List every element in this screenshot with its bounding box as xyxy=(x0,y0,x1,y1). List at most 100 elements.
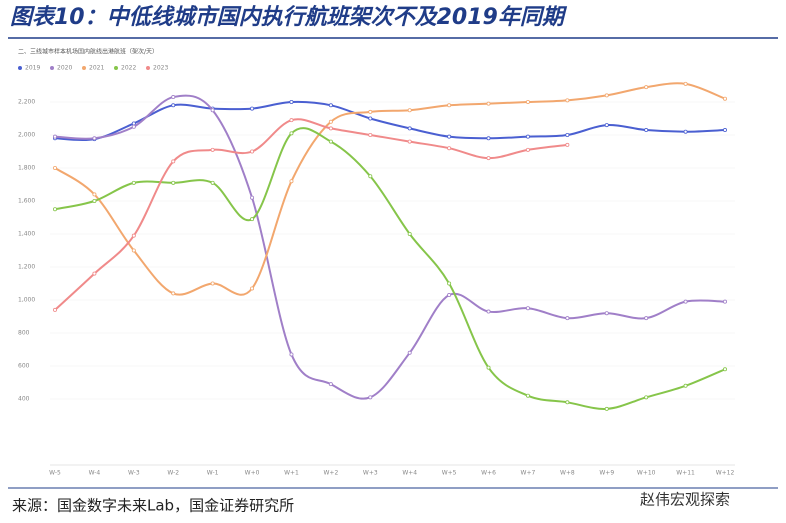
data-point xyxy=(289,118,294,123)
data-point xyxy=(644,128,649,133)
y-tick-label: 600 xyxy=(18,363,30,370)
source: 来源：国金数字未来Lab，国金证券研究所 xyxy=(12,497,294,515)
data-point xyxy=(525,134,530,139)
data-point xyxy=(565,142,570,147)
data-point xyxy=(250,149,255,154)
data-point xyxy=(486,365,491,370)
data-point xyxy=(250,106,255,111)
data-point xyxy=(92,271,97,276)
y-tick-label: 800 xyxy=(18,330,30,337)
data-point xyxy=(250,217,255,222)
data-point xyxy=(171,103,176,108)
data-point xyxy=(92,198,97,203)
data-point xyxy=(289,100,294,105)
data-point xyxy=(723,128,728,133)
data-point xyxy=(407,231,412,236)
legend-marker xyxy=(82,66,86,70)
data-point xyxy=(604,123,609,128)
data-point xyxy=(604,93,609,98)
series-line xyxy=(54,118,568,311)
data-point xyxy=(407,139,412,144)
x-tick-label: W+2 xyxy=(323,470,338,477)
data-point xyxy=(210,108,215,113)
legend-label: 2021 xyxy=(89,65,104,72)
watermark: 赵伟宏观探索 xyxy=(640,491,730,509)
data-point xyxy=(683,299,688,304)
data-point xyxy=(328,382,333,387)
data-point xyxy=(328,119,333,124)
data-point xyxy=(723,96,728,101)
x-tick-label: W+12 xyxy=(716,470,735,477)
series-line xyxy=(54,127,726,410)
data-point xyxy=(447,281,452,286)
y-tick-label: 1,600 xyxy=(18,198,35,205)
data-point xyxy=(486,156,491,161)
page-title: 图表10：中低线城市国内执行航班架次不及2019年同期 xyxy=(10,4,568,30)
x-tick-label: W+0 xyxy=(245,470,260,477)
x-tick-label: W+8 xyxy=(560,470,575,477)
data-point xyxy=(289,352,294,357)
data-point xyxy=(644,395,649,400)
data-point xyxy=(644,85,649,90)
data-point xyxy=(92,192,97,197)
data-point xyxy=(486,136,491,141)
data-point xyxy=(565,132,570,137)
data-point xyxy=(447,134,452,139)
data-point xyxy=(368,174,373,179)
data-point xyxy=(171,180,176,185)
data-point xyxy=(525,306,530,311)
legend-marker xyxy=(50,66,54,70)
x-tick-label: W+11 xyxy=(676,470,695,477)
data-point xyxy=(683,81,688,86)
data-point xyxy=(486,309,491,314)
data-point xyxy=(525,100,530,105)
data-point xyxy=(92,136,97,141)
data-point xyxy=(368,116,373,121)
x-tick-label: W+5 xyxy=(442,470,457,477)
x-tick-label: W-1 xyxy=(207,470,219,477)
data-point xyxy=(407,126,412,131)
data-point xyxy=(131,124,136,129)
data-point xyxy=(486,101,491,106)
data-point xyxy=(683,383,688,388)
data-point xyxy=(328,103,333,108)
legend-marker xyxy=(114,66,118,70)
data-point xyxy=(407,350,412,355)
data-point xyxy=(407,108,412,113)
data-point xyxy=(53,207,58,212)
data-point xyxy=(723,367,728,372)
data-point xyxy=(683,129,688,134)
y-tick-label: 1,000 xyxy=(18,297,35,304)
x-tick-label: W-3 xyxy=(128,470,140,477)
x-tick-label: W+10 xyxy=(637,470,656,477)
data-point xyxy=(604,311,609,316)
x-tick-label: W+4 xyxy=(402,470,417,477)
legend-label: 2020 xyxy=(57,65,72,72)
legend-marker xyxy=(146,66,150,70)
data-point xyxy=(53,134,58,139)
y-tick-label: 2,000 xyxy=(18,132,35,139)
data-point xyxy=(250,195,255,200)
series-line xyxy=(54,100,726,142)
x-tick-label: W+6 xyxy=(481,470,496,477)
data-point xyxy=(210,147,215,152)
x-tick-label: W+1 xyxy=(284,470,299,477)
x-tick-label: W-4 xyxy=(89,470,101,477)
data-point xyxy=(131,248,136,253)
data-point xyxy=(53,165,58,170)
x-tick-label: W-2 xyxy=(167,470,179,477)
data-point xyxy=(171,95,176,100)
data-point xyxy=(644,316,649,321)
data-point xyxy=(328,126,333,131)
data-point xyxy=(289,179,294,184)
data-point xyxy=(565,98,570,103)
data-point xyxy=(131,180,136,185)
data-point xyxy=(525,147,530,152)
data-point xyxy=(447,146,452,151)
x-tick-label: W+7 xyxy=(521,470,536,477)
data-point xyxy=(447,293,452,298)
chart-title: 二、三线城市样本机场国内航线出港航班（架次/天） xyxy=(18,48,158,56)
series-line xyxy=(54,94,726,400)
data-point xyxy=(171,159,176,164)
